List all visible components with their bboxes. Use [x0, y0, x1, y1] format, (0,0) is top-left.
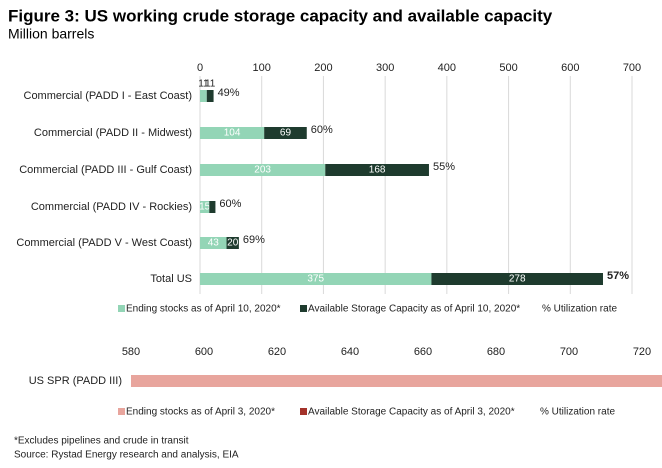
x-tick-label: 620: [268, 346, 286, 358]
legend-label: Ending stocks as of April 3, 2020*: [126, 407, 275, 418]
x-tick-label: 0: [197, 62, 203, 74]
bar-segment: [325, 164, 429, 176]
footnote: *Excludes pipelines and crude in transit: [14, 436, 189, 447]
bar-segment: [200, 127, 265, 139]
source: Source: Rystad Energy research and analy…: [14, 450, 239, 461]
x-tick-label: 660: [414, 346, 432, 358]
category-label: Commercial (PADD III - Gulf Coast): [19, 164, 192, 176]
legend-label: % Utilization rate: [542, 304, 617, 315]
x-tick-label: 600: [195, 346, 213, 358]
category-label: Total US: [150, 273, 192, 285]
bar-segment: [131, 375, 662, 387]
x-tick-label: 100: [253, 62, 271, 74]
data-label: 43: [208, 238, 220, 249]
x-tick-label: 300: [376, 62, 394, 74]
utilization-label: 60%: [311, 124, 333, 136]
x-tick-label: 700: [560, 346, 578, 358]
bar-segment: [200, 201, 210, 213]
data-label: 375: [307, 274, 324, 285]
x-tick-label: 640: [341, 346, 359, 358]
x-tick-label: 700: [623, 62, 641, 74]
bar-segment: [431, 273, 603, 285]
legend-swatch: [300, 305, 307, 312]
category-label: Commercial (PADD I - East Coast): [24, 90, 193, 102]
bar-segment: [206, 90, 214, 102]
utilization-label: 49%: [218, 87, 240, 99]
data-label: 203: [254, 165, 271, 176]
x-tick-label: 400: [438, 62, 456, 74]
x-tick-label: 580: [122, 346, 140, 358]
bar-segment: [200, 273, 432, 285]
bar-segment: [200, 90, 207, 102]
x-tick-label: 600: [561, 62, 579, 74]
utilization-label: 60%: [219, 198, 241, 210]
data-label: 20: [227, 238, 239, 249]
utilization-label: 69%: [243, 234, 265, 246]
data-label: 11: [205, 79, 216, 90]
legend-label: Available Storage Capacity as of April 3…: [308, 407, 515, 418]
data-label: 104: [224, 128, 241, 139]
chart-subtitle: Million barrels: [8, 26, 94, 42]
x-tick-label: 720: [633, 346, 651, 358]
legend-label: % Utilization rate: [540, 407, 615, 418]
legend-label: Available Storage Capacity as of April 1…: [308, 304, 520, 315]
x-tick-label: 500: [499, 62, 517, 74]
data-label: 15: [199, 202, 211, 213]
category-label: Commercial (PADD V - West Coast): [16, 237, 192, 249]
category-label: US SPR (PADD III): [29, 375, 122, 387]
legend-swatch: [118, 305, 125, 312]
legend-label: Ending stocks as of April 10, 2020*: [126, 304, 281, 315]
x-tick-label: 200: [314, 62, 332, 74]
bar-segment: [226, 237, 239, 249]
utilization-label: 55%: [433, 161, 455, 173]
bar-segment: [209, 201, 216, 213]
legend-swatch: [118, 408, 125, 415]
data-label: 278: [509, 274, 526, 285]
bar-segment: [200, 164, 326, 176]
chart-title: Figure 3: US working crude storage capac…: [8, 6, 553, 25]
category-label: Commercial (PADD II - Midwest): [34, 127, 192, 139]
data-label: 69: [280, 128, 292, 139]
data-label: 168: [369, 165, 386, 176]
utilization-label: 57%: [607, 270, 629, 282]
legend-swatch: [300, 408, 307, 415]
bar-segment: [264, 127, 307, 139]
category-label: Commercial (PADD IV - Rockies): [31, 201, 192, 213]
data-label: 11: [198, 79, 209, 90]
bar-segment: [200, 237, 227, 249]
x-tick-label: 680: [487, 346, 505, 358]
